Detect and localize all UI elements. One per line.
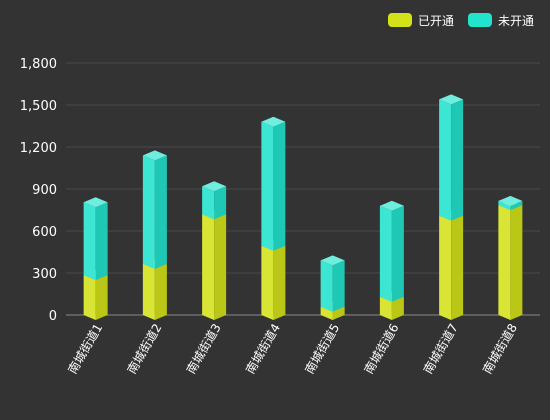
bar-segment-right-face [154, 263, 167, 320]
bar-segment-right-face [510, 205, 523, 320]
legend-swatch [468, 13, 492, 27]
bar-segment-right-face [332, 306, 345, 320]
bar-segment-top-cap [379, 200, 404, 211]
bar-segment-left-face [498, 200, 511, 211]
bar-segment-right-face [214, 186, 227, 220]
bar-segment-top-cap [142, 150, 167, 161]
bar-segment-left-face [379, 296, 392, 320]
legend-item: 已开通 [388, 13, 454, 28]
bar-segment-left-face [261, 121, 274, 251]
bar-segment-top-cap [320, 255, 345, 266]
bar-segment-right-face [154, 155, 167, 269]
bar-segment-left-face [439, 99, 452, 221]
bar-segment-left-face [379, 205, 392, 302]
bar-segment-left-face [320, 306, 333, 320]
bar-segment-left-face [202, 214, 215, 320]
bar-segment-left-face [142, 155, 155, 269]
x-category-label: 南城街道5 [301, 321, 342, 377]
legend-label: 未开通 [498, 14, 534, 28]
bar-segment-right-face [451, 99, 464, 221]
bar-segment-top-cap [83, 197, 108, 208]
bar-segment-left-face [142, 263, 155, 320]
x-category-label: 南城街道3 [183, 321, 224, 377]
y-tick-label: 1,800 [20, 57, 57, 72]
grid-lines [66, 62, 540, 274]
bar-segment-top-cap [439, 94, 464, 105]
bar-segment-left-face [261, 245, 274, 320]
y-tick-label: 900 [32, 183, 57, 198]
bar-segment-right-face [273, 121, 286, 251]
bar-segment-right-face [332, 260, 345, 312]
bar-segment-right-face [273, 245, 286, 320]
bar-segment-left-face [439, 215, 452, 320]
legend-item: 未开通 [468, 13, 534, 28]
bar-segment-right-face [95, 202, 108, 281]
bar-segment-left-face [202, 186, 215, 220]
y-tick-label: 0 [49, 309, 57, 324]
y-tick-label: 600 [32, 225, 57, 240]
bar-segment-right-face [391, 205, 404, 302]
y-tick-label: 1,200 [20, 141, 57, 156]
bar-segment-left-face [498, 205, 511, 320]
bar-segment-top-cap [498, 195, 523, 206]
legend-label: 已开通 [418, 14, 454, 28]
bar-segment-left-face [83, 275, 96, 320]
bar-segment-top-cap [202, 181, 227, 192]
bar-segment-top-cap [261, 116, 286, 127]
legend-swatch [388, 13, 412, 27]
category-labels: 南城街道1 南城街道2 南城街道3 南城街道4 南城街道5 南城街道6 南城街道7 南城街道8 [64, 321, 520, 377]
bar-segment-right-face [510, 200, 523, 211]
bar-segment-right-face [214, 214, 227, 320]
bar-segment-left-face [320, 260, 333, 312]
x-category-label: 南城街道4 [242, 321, 283, 377]
legend: 已开通 未开通 [388, 13, 534, 28]
bar-segment-right-face [451, 215, 464, 320]
bars [83, 94, 523, 320]
x-category-label: 南城街道1 [64, 321, 105, 377]
x-category-label: 南城街道6 [361, 321, 402, 377]
bar-segment-left-face [83, 202, 96, 281]
bar-segment-right-face [95, 275, 108, 320]
x-category-label: 南城街道2 [124, 321, 165, 377]
x-category-label: 南城街道7 [420, 321, 461, 377]
bar-segment-right-face [391, 296, 404, 320]
y-tick-label: 300 [32, 267, 57, 282]
y-tick-label: 1,500 [20, 99, 57, 114]
x-category-label: 南城街道8 [479, 321, 520, 377]
